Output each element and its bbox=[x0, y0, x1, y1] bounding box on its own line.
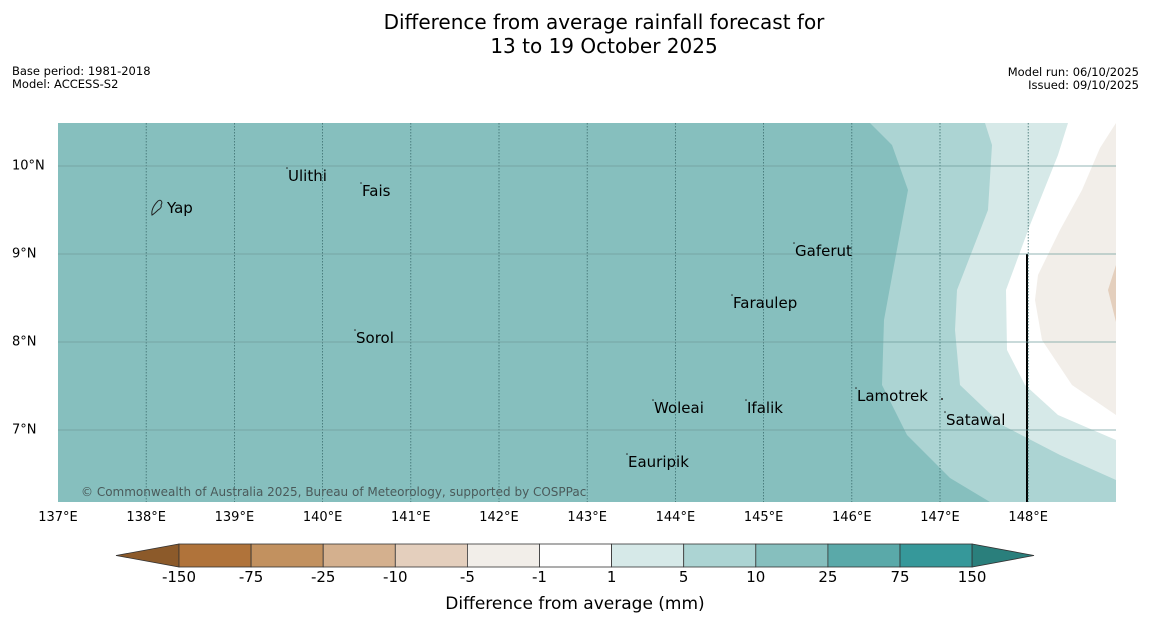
colorbar-tick-label: 5 bbox=[678, 568, 689, 586]
colorbar-bin bbox=[611, 543, 685, 568]
colorbar-tick-label: -25 bbox=[310, 568, 336, 586]
island-marker bbox=[855, 387, 857, 389]
colorbar-tick-label: 10 bbox=[746, 568, 766, 586]
meta-left: Base period: 1981-2018 Model: ACCESS-S2 bbox=[12, 65, 151, 91]
model-name: Model: ACCESS-S2 bbox=[12, 77, 119, 91]
place-label-ulithi: Ulithi bbox=[288, 167, 327, 185]
colorbar-bin bbox=[178, 543, 252, 568]
model-run: Model run: 06/10/2025 bbox=[1007, 65, 1139, 79]
colorbar-bin bbox=[755, 543, 829, 568]
base-period: Base period: 1981-2018 bbox=[12, 64, 151, 78]
colorbar-bin bbox=[394, 543, 468, 568]
place-label-gaferut: Gaferut bbox=[795, 242, 852, 260]
longitude-label: 143°E bbox=[567, 510, 607, 525]
island-marker bbox=[745, 399, 747, 401]
place-label-woleai: Woleai bbox=[654, 399, 704, 417]
issued-date: Issued: 09/10/2025 bbox=[1028, 78, 1139, 92]
colorbar-bin bbox=[827, 543, 901, 568]
island-marker bbox=[354, 329, 356, 331]
place-label-eauripik: Eauripik bbox=[628, 453, 689, 471]
island-marker bbox=[626, 453, 628, 455]
longitude-label: 147°E bbox=[920, 510, 960, 525]
colorbar-bin bbox=[466, 543, 540, 568]
meta-right: Model run: 06/10/2025 Issued: 09/10/2025 bbox=[1008, 66, 1139, 92]
colorbar-tick-label: 150 bbox=[957, 568, 987, 586]
colorbar-tick-label: -5 bbox=[459, 568, 475, 586]
title-line-1: Difference from average rainfall forecas… bbox=[383, 10, 825, 34]
longitude-label: 146°E bbox=[832, 510, 872, 525]
longitude-label: 137°E bbox=[38, 510, 78, 525]
island-marker bbox=[360, 182, 362, 184]
island-marker bbox=[731, 294, 733, 296]
island-marker bbox=[286, 167, 288, 169]
yap-island-outline bbox=[151, 199, 163, 216]
longitude-label: 140°E bbox=[302, 510, 343, 525]
colorbar-tick-label: 75 bbox=[890, 568, 910, 586]
place-label-faraulep: Faraulep bbox=[733, 294, 797, 312]
colorbar-tick-label: -75 bbox=[238, 568, 264, 586]
island-marker bbox=[941, 398, 943, 400]
colorbar-tick-label: -10 bbox=[383, 568, 408, 586]
latitude-label: 8°N bbox=[12, 334, 37, 350]
colorbar-extend-low bbox=[115, 543, 180, 568]
latitude-label: 10°N bbox=[12, 158, 45, 174]
place-labels: Yap Ulithi Fais Gaferut Faraulep Sorol Lamotre… bbox=[166, 167, 1005, 471]
colorbar bbox=[115, 543, 1035, 568]
longitude-label: 142°E bbox=[479, 510, 519, 525]
place-label-ifalik: Ifalik bbox=[747, 399, 783, 417]
colorbar-bin bbox=[539, 543, 612, 568]
place-label-satawal: Satawal bbox=[946, 411, 1005, 429]
colorbar-bin bbox=[322, 543, 396, 568]
title-line-2: 13 to 19 October 2025 bbox=[490, 34, 718, 58]
colorbar-bin bbox=[250, 543, 324, 568]
place-label-fais: Fais bbox=[362, 182, 391, 200]
longitude-label: 139°E bbox=[214, 510, 255, 525]
colorbar-tick-label: 25 bbox=[818, 568, 838, 586]
colorbar-tick-label: 1 bbox=[606, 568, 617, 586]
colorbar-tick-label: -150 bbox=[161, 568, 197, 586]
longitude-label: 148°E bbox=[1008, 510, 1048, 525]
colorbar-bin bbox=[683, 543, 757, 568]
island-marker bbox=[652, 399, 654, 401]
island-marker bbox=[944, 411, 946, 413]
copyright-text: © Commonwealth of Australia 2025, Bureau… bbox=[81, 485, 586, 499]
place-label-sorol: Sorol bbox=[356, 329, 394, 347]
latitude-label: 9°N bbox=[12, 246, 37, 262]
graticule bbox=[58, 123, 1116, 502]
colorbar-bin bbox=[899, 543, 973, 568]
longitude-label: 144°E bbox=[655, 510, 696, 525]
colorbar-tick-label: -1 bbox=[532, 568, 547, 586]
place-label-lamotrek: Lamotrek bbox=[857, 387, 928, 405]
longitude-label: 141°E bbox=[391, 510, 431, 525]
map-title: Difference from average rainfall forecas… bbox=[0, 10, 1150, 58]
anomaly-band-minus5-minus10 bbox=[1108, 265, 1116, 322]
latitude-label: 7°N bbox=[12, 422, 37, 438]
longitude-label: 138°E bbox=[126, 510, 166, 525]
place-label-yap: Yap bbox=[166, 199, 193, 217]
colorbar-extend-high bbox=[971, 543, 1035, 568]
island-marker bbox=[793, 242, 795, 244]
colorbar-title: Difference from average (mm) bbox=[445, 594, 705, 614]
longitude-label: 145°E bbox=[743, 510, 784, 525]
